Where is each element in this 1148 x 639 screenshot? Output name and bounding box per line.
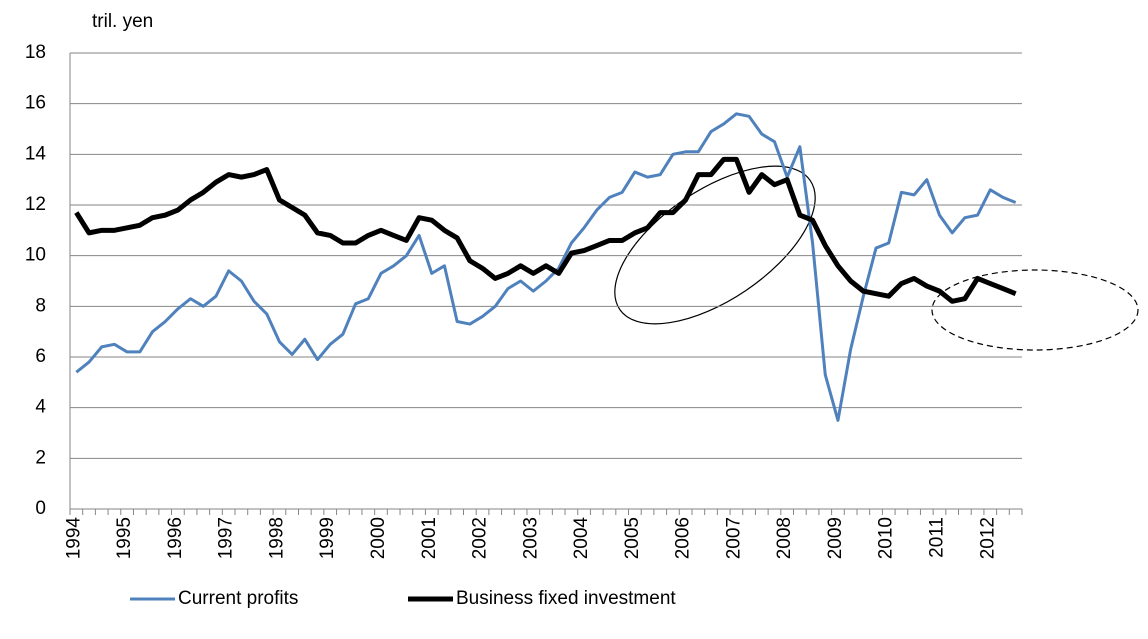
x-tick-label: 2005 bbox=[622, 517, 643, 559]
x-tick-label: 2000 bbox=[368, 517, 389, 559]
x-tick-label: 1998 bbox=[266, 517, 287, 559]
x-tick-label: 1999 bbox=[317, 517, 338, 559]
y-tick-label: 18 bbox=[25, 42, 46, 63]
y-tick-label: 12 bbox=[25, 194, 46, 215]
y-tick-label: 2 bbox=[35, 447, 46, 468]
series-line bbox=[75, 112, 1017, 422]
x-tick-label: 2010 bbox=[876, 517, 897, 559]
y-tick-label: 4 bbox=[35, 397, 46, 418]
x-tick-label: 2004 bbox=[571, 517, 592, 560]
y-tick-label: 6 bbox=[35, 346, 46, 367]
y-tick-label: 10 bbox=[25, 245, 46, 266]
y-tick-label: 16 bbox=[25, 93, 46, 114]
legend-label: Current profits bbox=[178, 588, 298, 609]
x-tick-label: 2001 bbox=[419, 517, 440, 559]
legend-label: Business fixed investment bbox=[456, 588, 676, 609]
x-tick-label: 2009 bbox=[825, 517, 846, 559]
x-tick-label: 2003 bbox=[520, 517, 541, 559]
x-tick-label: 2011 bbox=[927, 517, 948, 558]
y-axis-label: tril. yen bbox=[92, 11, 153, 32]
y-tick-label: 14 bbox=[25, 143, 47, 164]
x-tick-label: 2008 bbox=[774, 517, 795, 559]
y-tick-label: 8 bbox=[35, 295, 46, 316]
x-tick-label: 1995 bbox=[114, 517, 135, 559]
x-tick-label: 2002 bbox=[470, 517, 491, 559]
x-tick-label: 1997 bbox=[216, 517, 237, 559]
series-line bbox=[74, 156, 1017, 304]
y-tick-label: 0 bbox=[35, 498, 46, 519]
x-tick-label: 2006 bbox=[673, 517, 694, 559]
x-tick-label: 1996 bbox=[165, 517, 186, 559]
highlight-ellipse-dashed bbox=[931, 269, 1139, 351]
x-tick-label: 2012 bbox=[977, 517, 998, 559]
x-tick-label: 2007 bbox=[723, 517, 744, 559]
x-tick-label: 1994 bbox=[63, 517, 84, 560]
